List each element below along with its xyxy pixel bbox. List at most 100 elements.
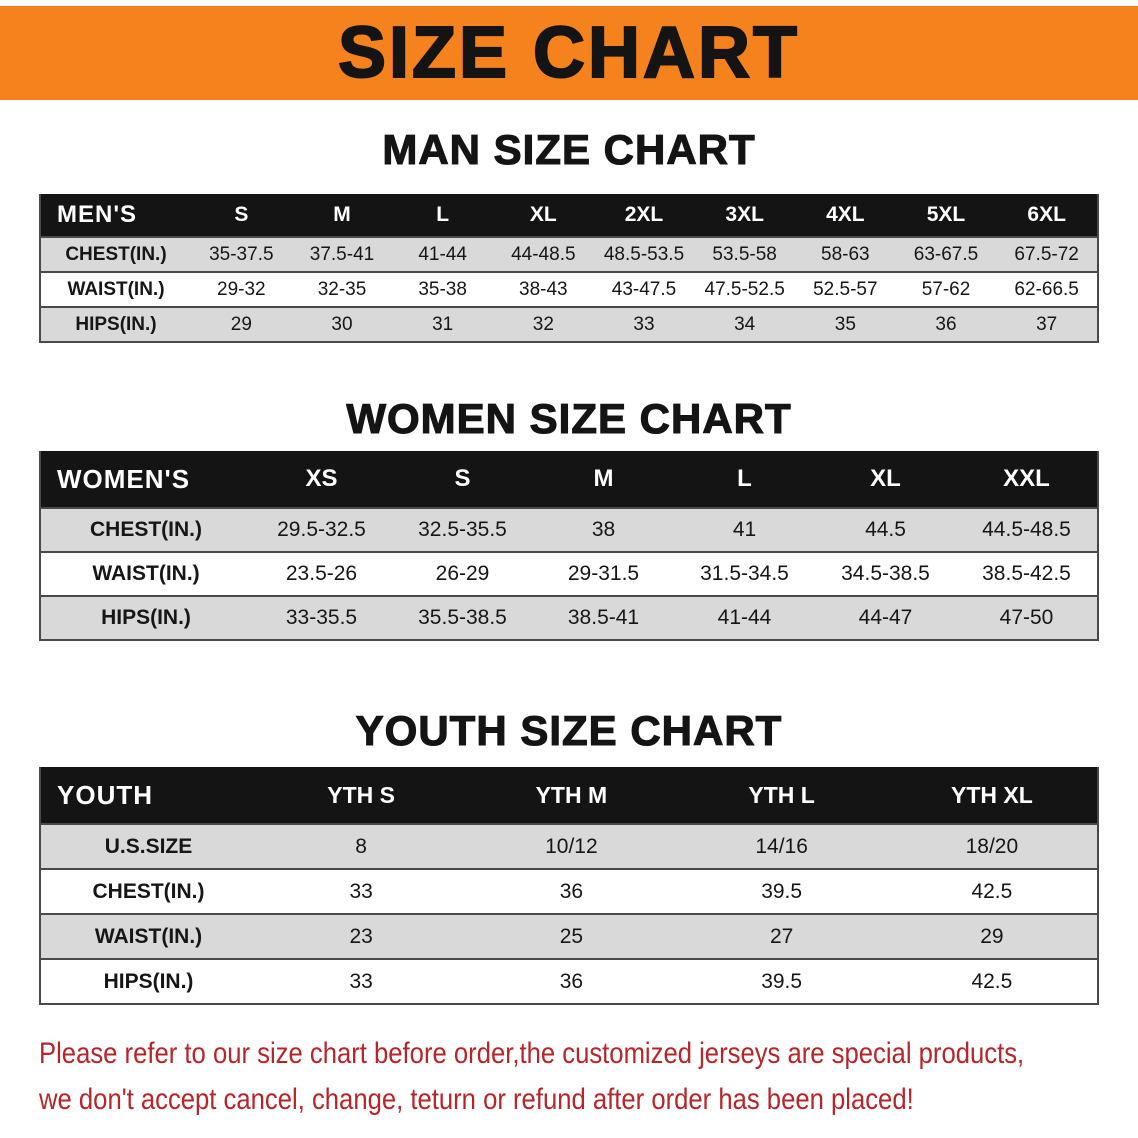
column-header: S (234, 203, 249, 226)
column-header: YTH M (535, 781, 608, 808)
size-cell: 30 (331, 313, 353, 335)
size-cell: 43-47.5 (611, 278, 677, 300)
size-cell: 35.5-38.5 (418, 606, 507, 629)
size-cell: 8 (355, 834, 367, 858)
size-cell: 35-38 (418, 278, 467, 300)
size-cell: 38.5-42.5 (982, 562, 1071, 585)
size-cell: 42.5 (971, 879, 1013, 903)
size-cell: 29-31.5 (567, 562, 640, 585)
row-label: HIPS(IN.) (103, 969, 194, 993)
size-cell: 41-44 (717, 606, 772, 629)
column-header: 6XL (1027, 203, 1066, 226)
size-cell: 33 (633, 313, 655, 335)
row-label: U.S.SIZE (104, 834, 193, 858)
row-label: HIPS(IN.) (75, 313, 157, 335)
size-chart-banner: SIZE CHART (0, 6, 1138, 100)
row-label: CHEST(IN.) (90, 518, 202, 541)
row-label: WAIST(IN.) (92, 562, 200, 585)
table-row: CHEST(IN.) 33 36 39.5 42.5 (41, 868, 1097, 913)
column-header: 4XL (826, 203, 865, 226)
size-cell: 42.5 (971, 969, 1013, 993)
size-cell: 23 (349, 924, 373, 948)
column-header: YTH S (327, 781, 395, 808)
size-cell: 47-50 (999, 606, 1054, 629)
column-header: L (737, 465, 752, 492)
size-cell: 10/12 (545, 834, 598, 858)
size-cell: 39.5 (761, 969, 803, 993)
size-cell: 32.5-35.5 (418, 518, 507, 541)
column-header: 3XL (725, 203, 764, 226)
size-cell: 29 (980, 924, 1004, 948)
size-cell: 44-48.5 (511, 243, 576, 265)
size-cell: 29-32 (217, 278, 266, 300)
size-cell: 53.5-58 (712, 243, 777, 265)
size-cell: 14/16 (755, 834, 808, 858)
youth-section-heading: YOUTH SIZE CHART (355, 706, 783, 754)
size-cell: 36 (559, 969, 584, 993)
column-header: YTH L (748, 781, 815, 808)
column-header: L (436, 203, 450, 226)
size-cell: 18/20 (965, 834, 1019, 858)
size-cell: 25 (559, 924, 584, 948)
youth-size-table: YOUTH YTH S YTH M YTH L YTH XL U.S.SIZE … (39, 767, 1099, 1005)
table-row: CHEST(IN.) 35-37.5 37.5-41 41-44 44-48.5… (41, 236, 1097, 271)
size-cell: 33 (349, 969, 373, 993)
youth-size-section: YOUTH SIZE CHART YOUTH YTH S YTH M YTH L… (0, 706, 1138, 1005)
column-header: M (333, 203, 351, 226)
size-cell: 34.5-38.5 (841, 562, 930, 585)
size-cell: 33 (349, 879, 373, 903)
size-cell: 44.5-48.5 (982, 518, 1071, 541)
size-cell: 36 (559, 879, 584, 903)
column-header: M (593, 465, 614, 492)
men-size-section: MAN SIZE CHART MEN'S S M L XL 2XL 3XL 4X… (0, 125, 1138, 343)
size-cell: 34 (734, 313, 756, 335)
size-cell: 27 (769, 924, 794, 948)
size-cell: 57-62 (921, 278, 971, 300)
women-size-section: WOMEN SIZE CHART WOMEN'S XS S M L XL XXL… (0, 394, 1138, 641)
table-row: WAIST(IN.) 23.5-26 26-29 29-31.5 31.5-34… (41, 551, 1097, 595)
column-header: 5XL (926, 203, 966, 226)
size-cell: 38-43 (519, 278, 568, 300)
size-cell: 63-67.5 (913, 243, 979, 265)
disclaimer-line-2: we don't accept cancel, change, teturn o… (39, 1082, 914, 1116)
size-cell: 38 (591, 518, 616, 541)
size-cell: 37.5-41 (309, 243, 375, 265)
banner-title: SIZE CHART (337, 12, 800, 94)
size-cell: 29 (230, 313, 252, 335)
size-cell: 44.5 (865, 518, 906, 541)
size-cell: 32 (532, 313, 554, 335)
youth-table-header-row: YOUTH YTH S YTH M YTH L YTH XL (41, 767, 1097, 823)
size-cell: 36 (935, 313, 957, 335)
column-header: XL (870, 465, 901, 492)
size-cell: 35 (834, 313, 856, 335)
women-section-heading: WOMEN SIZE CHART (346, 394, 792, 442)
table-row: HIPS(IN.) 33-35.5 35.5-38.5 38.5-41 41-4… (41, 595, 1097, 639)
size-cell: 39.5 (761, 879, 803, 903)
size-cell: 44-47 (858, 606, 913, 629)
disclaimer: Please refer to our size chart before or… (35, 1031, 1103, 1123)
table-row: WAIST(IN.) 23 25 27 29 (41, 913, 1097, 958)
row-label: CHEST(IN.) (65, 243, 167, 265)
column-header: XS (305, 465, 338, 492)
size-cell: 48.5-53.5 (603, 243, 685, 265)
size-cell: 32-35 (317, 278, 367, 300)
size-cell: 41 (732, 518, 757, 541)
column-header: S (454, 465, 471, 492)
table-row: HIPS(IN.) 33 36 39.5 42.5 (41, 958, 1097, 1003)
size-cell: 29.5-32.5 (277, 518, 366, 541)
size-cell: 31 (432, 313, 454, 335)
women-table-corner-label: WOMEN'S (57, 463, 191, 494)
size-cell: 67.5-72 (1014, 243, 1079, 265)
size-cell: 26-29 (435, 562, 490, 585)
men-size-table: MEN'S S M L XL 2XL 3XL 4XL 5XL 6XL CHEST… (39, 194, 1099, 343)
row-label: WAIST(IN.) (67, 278, 165, 300)
men-section-heading: MAN SIZE CHART (382, 125, 756, 173)
size-cell: 23.5-26 (285, 562, 358, 585)
size-cell: 62-66.5 (1014, 278, 1079, 300)
women-table-header-row: WOMEN'S XS S M L XL XXL (41, 451, 1097, 507)
size-cell: 47.5-52.5 (704, 278, 785, 300)
column-header: XL (529, 203, 557, 226)
row-label: HIPS(IN.) (101, 606, 191, 629)
disclaimer-line-1: Please refer to our size chart before or… (39, 1037, 1025, 1070)
column-header: YTH XL (950, 781, 1033, 808)
